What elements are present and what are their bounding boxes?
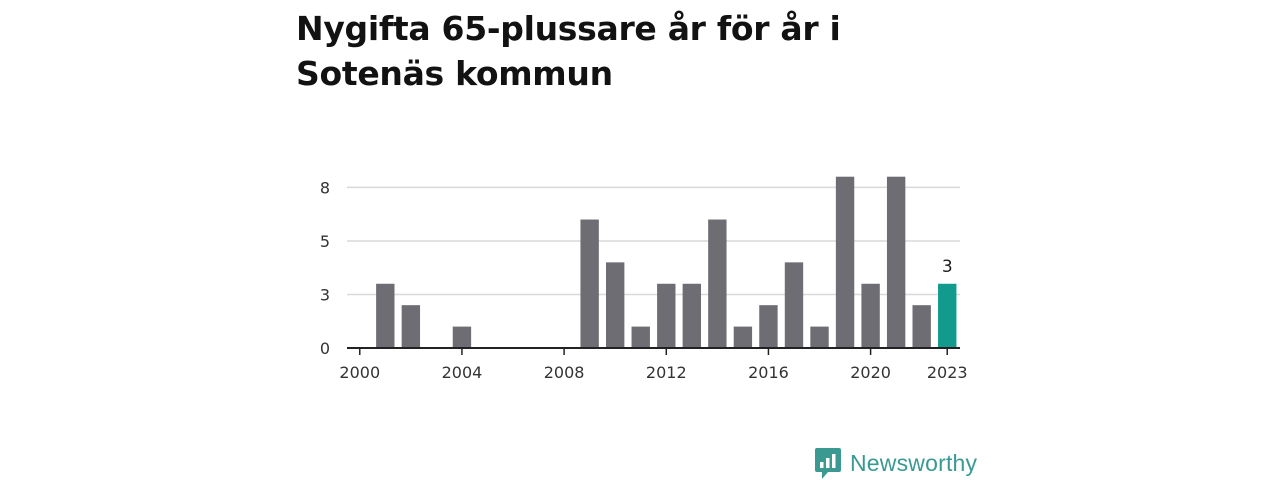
newsworthy-logo: Newsworthy [814,446,977,480]
x-tick-label: 2000 [339,363,380,382]
x-tick-label: 2020 [850,363,891,382]
x-tick-label: 2008 [544,363,585,382]
bar-chart-speech-bubble-icon [815,448,841,479]
bar [682,283,702,348]
bar-highlight [938,283,957,348]
y-tick-label: 3 [320,285,330,304]
bar [759,305,778,348]
bar [631,326,650,348]
y-tick-label: 5 [320,232,330,251]
bar [605,262,625,348]
bar [810,326,829,348]
y-tick-label: 8 [320,178,330,197]
chart-title: Nygifta 65-plussare år för år i Sotenäs … [296,9,841,93]
bar [452,326,472,348]
bar [784,262,804,348]
x-tick-label: 2023 [927,363,968,382]
bar [657,283,676,348]
bar [580,219,599,348]
bar [376,283,395,348]
data-label: 3 [942,257,953,277]
logo-text: Newsworthy [850,449,978,476]
x-tick-label: 2012 [646,363,687,382]
y-tick-label: 0 [320,339,330,358]
bar [401,305,421,348]
bar [708,219,727,348]
bar [835,176,855,348]
bar [886,176,906,348]
bar [733,326,753,348]
bar [912,305,931,348]
x-tick-label: 2016 [748,363,789,382]
bar [861,283,880,348]
x-tick-label: 2004 [442,363,483,382]
